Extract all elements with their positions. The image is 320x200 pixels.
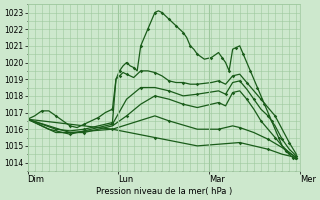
X-axis label: Pression niveau de la mer( hPa ): Pression niveau de la mer( hPa ) <box>96 187 232 196</box>
